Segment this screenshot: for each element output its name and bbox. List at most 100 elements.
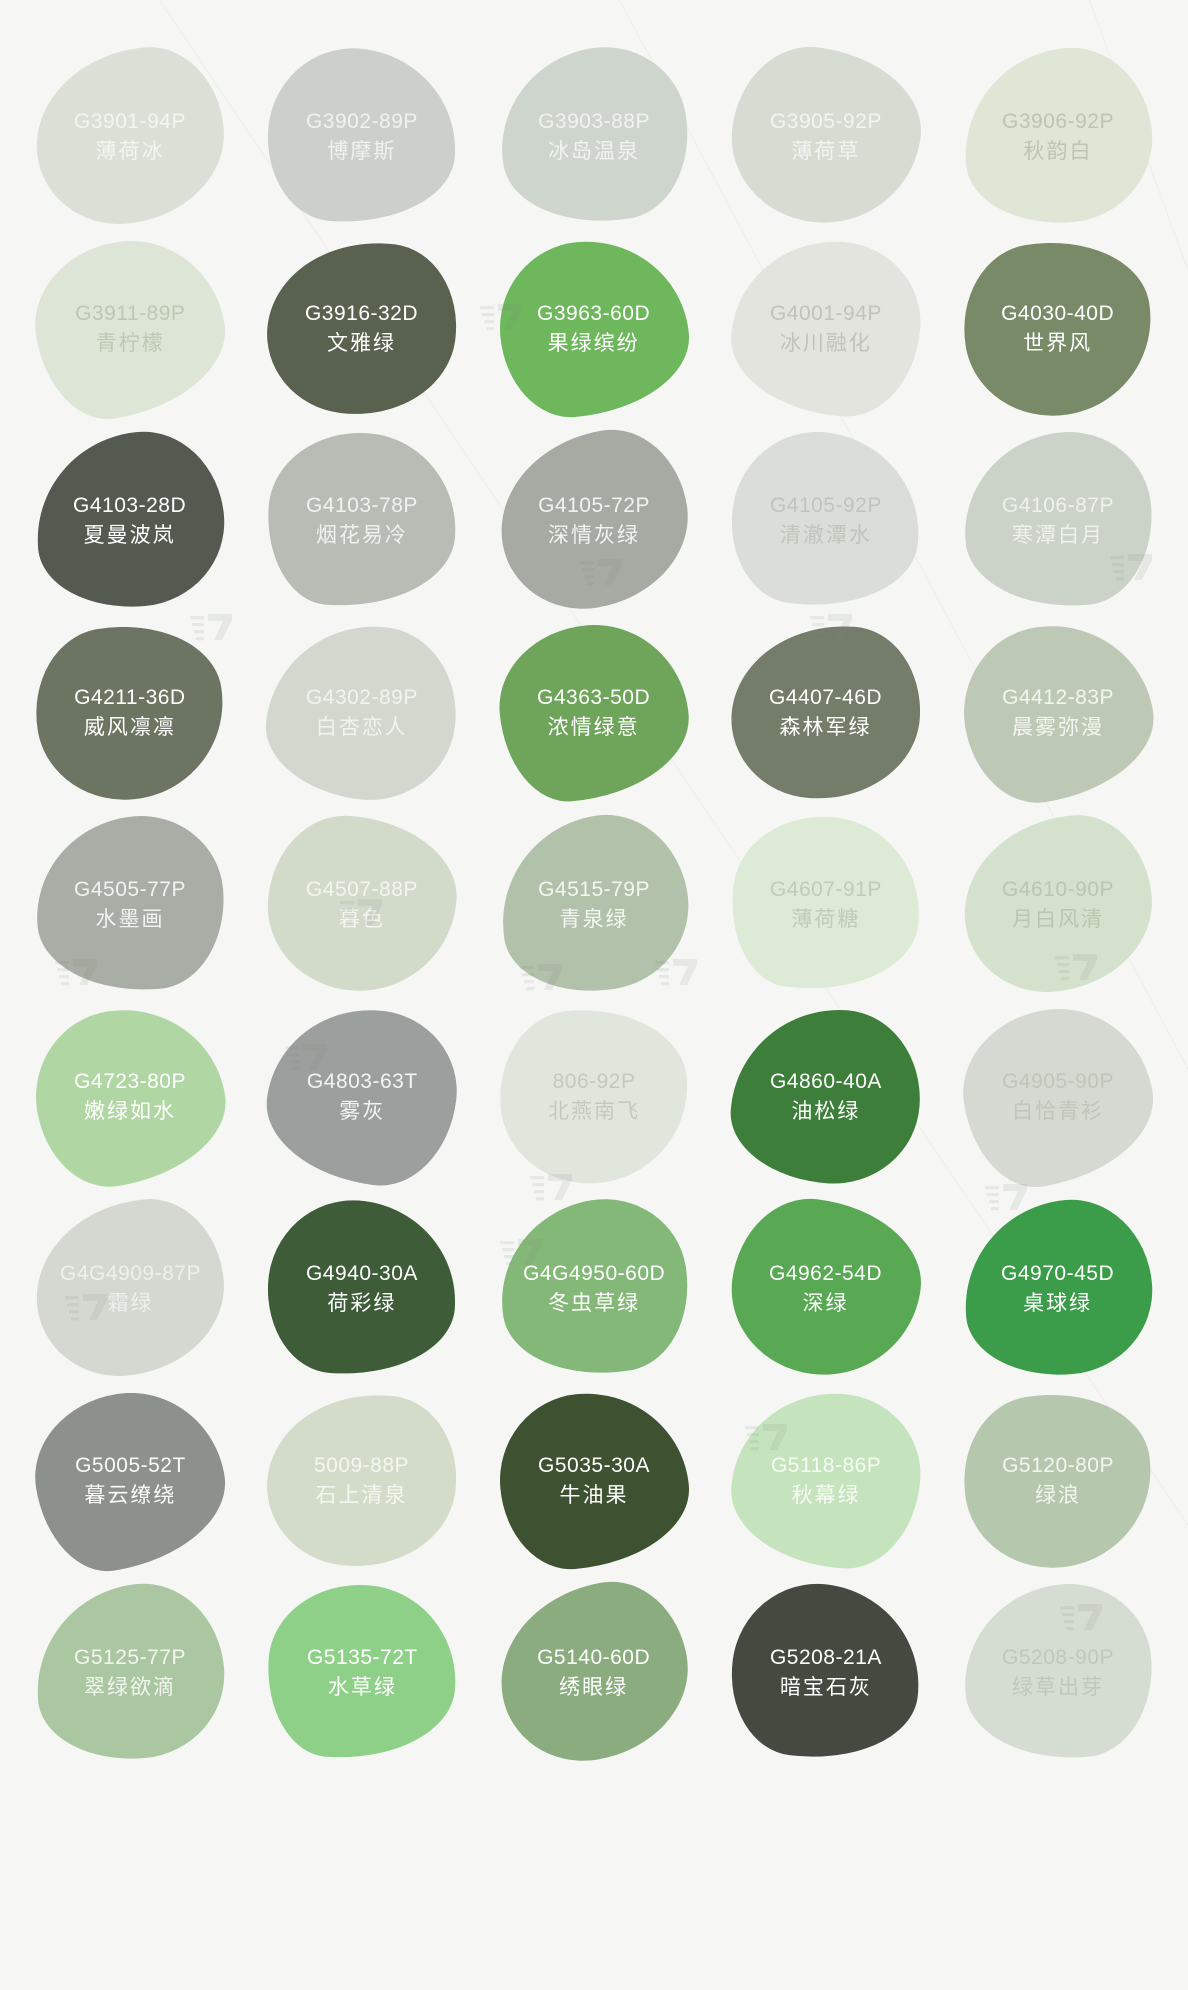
swatch-label-group: G4905-90P 白恰青衫 [1002, 1070, 1114, 1123]
color-name-label: 牛油果 [559, 1483, 629, 1507]
color-code-label: G3901-94P [74, 109, 186, 133]
color-swatch[interactable]: G4407-46D 森林军绿 [726, 618, 926, 806]
color-code-label: G3906-92P [1002, 109, 1114, 133]
color-swatch[interactable]: G4103-28D 夏曼波岚 [28, 425, 232, 615]
color-swatch[interactable]: G4803-63T 雾灰 [258, 998, 466, 1194]
swatch-label-group: 806-92P 北燕南飞 [548, 1070, 640, 1123]
color-swatch[interactable]: G3902-89P 博摩斯 [262, 42, 462, 230]
color-swatch[interactable]: G4211-36D 威风凛凛 [23, 611, 237, 813]
color-swatch[interactable]: G4515-79P 青泉绿 [487, 803, 701, 1005]
color-swatch[interactable]: G3906-92P 秋韵白 [956, 41, 1160, 231]
swatch-label-group: G5118-86P 秋幕绿 [771, 1453, 881, 1507]
color-swatch[interactable]: G5135-72T 水草绿 [262, 1578, 462, 1766]
color-swatch[interactable]: G4905-90P 白恰青衫 [951, 995, 1165, 1197]
color-swatch[interactable]: G3911-89P 青柠檬 [23, 227, 237, 429]
color-swatch[interactable]: G5140-60D 绣眼绿 [487, 1571, 701, 1773]
swatch-label-group: G5005-52T 暮云缭绕 [75, 1454, 186, 1507]
color-name-label: 森林军绿 [779, 715, 872, 739]
color-swatch[interactable]: 5009-88P 石上清泉 [258, 1382, 466, 1578]
palette-sheet: G3901-94P 薄荷冰 G3902-89P 博摩斯 G3903-88P 冰岛… [23, 35, 1165, 1773]
swatch-label-group: G4105-72P 深情灰绿 [538, 494, 650, 547]
color-code-label: G4363-50D [537, 685, 651, 709]
color-swatch[interactable]: G5125-77P 翠绿欲滴 [28, 1577, 232, 1767]
swatch-label-group: G4211-36D 威风凛凛 [74, 686, 186, 739]
color-swatch[interactable]: G3916-32D 文雅绿 [258, 230, 466, 426]
color-code-label: G5135-72T [306, 1645, 418, 1669]
color-swatch[interactable]: G3963-60D 果绿缤纷 [492, 233, 696, 423]
color-name-label: 桌球绿 [1023, 1291, 1093, 1315]
color-code-label: G3916-32D [305, 301, 419, 325]
color-code-label: G4860-40A [770, 1069, 882, 1093]
swatch-label-group: G3916-32D 文雅绿 [305, 301, 419, 354]
color-code-label: 5009-88P [314, 1453, 410, 1477]
color-name-label: 寒潭白月 [1011, 523, 1104, 547]
swatch-label-group: G4860-40A 油松绿 [770, 1069, 882, 1122]
color-swatch[interactable]: G4940-30A 荷彩绿 [262, 1194, 462, 1382]
color-code-label: G4001-94P [770, 301, 882, 325]
swatch-label-group: G3903-88P 冰岛温泉 [538, 110, 650, 163]
color-name-label: 荷彩绿 [327, 1291, 397, 1315]
color-name-label: 冰岛温泉 [547, 139, 640, 163]
color-name-label: 秋韵白 [1023, 139, 1093, 163]
color-swatch[interactable]: G4G4950-60D 冬虫草绿 [487, 1187, 701, 1389]
color-swatch[interactable]: G5005-52T 暮云缭绕 [23, 1379, 237, 1581]
color-code-label: G3905-92P [770, 109, 882, 133]
color-name-label: 月白风清 [1011, 907, 1104, 931]
swatch-label-group: G4105-92P 清澈潭水 [770, 493, 882, 546]
color-swatch[interactable]: G4412-83P 晨雾弥漫 [951, 611, 1165, 813]
swatch-label-group: G4607-91P 薄荷糖 [770, 877, 882, 930]
color-swatch[interactable]: G3901-94P 薄荷冰 [28, 41, 232, 231]
color-swatch[interactable]: G5120-80P 绿浪 [951, 1379, 1165, 1581]
color-swatch[interactable]: 806-92P 北燕南飞 [492, 1001, 696, 1191]
color-name-label: 世界风 [1023, 331, 1093, 355]
color-swatch[interactable]: G4970-45D 桌球绿 [956, 1193, 1160, 1383]
color-swatch[interactable]: G5118-86P 秋幕绿 [726, 1386, 926, 1574]
swatch-label-group: G4103-78P 烟花易冷 [306, 493, 418, 546]
color-swatch[interactable]: G3903-88P 冰岛温泉 [487, 35, 701, 237]
color-code-label: G4507-88P [306, 877, 418, 901]
color-swatch[interactable]: G4505-77P 水墨画 [28, 809, 232, 999]
color-code-label: G4030-40D [1001, 301, 1115, 325]
swatch-label-group: G5035-30A 牛油果 [538, 1454, 650, 1507]
color-swatch[interactable]: G5208-90P 绿草出芽 [956, 1577, 1160, 1767]
color-name-label: 秋幕绿 [791, 1483, 861, 1507]
color-name-label: 晨雾弥漫 [1011, 715, 1104, 739]
color-name-label: 石上清泉 [315, 1483, 408, 1507]
color-swatch[interactable]: G4363-50D 浓情绿意 [492, 617, 696, 807]
color-swatch[interactable]: G4610-90P 月白风清 [956, 809, 1160, 999]
color-name-label: 水墨画 [95, 907, 165, 931]
color-name-label: 冬虫草绿 [548, 1291, 640, 1315]
color-swatch[interactable]: G4962-54D 深绿 [722, 1190, 930, 1386]
color-name-label: 浓情绿意 [547, 715, 640, 739]
swatch-label-group: G4407-46D 森林军绿 [769, 685, 882, 739]
color-swatch[interactable]: G4105-92P 清澈潭水 [722, 422, 930, 618]
color-swatch[interactable]: G4723-80P 嫩绿如水 [23, 995, 237, 1197]
color-swatch[interactable]: G3905-92P 薄荷草 [722, 38, 930, 234]
color-swatch[interactable]: G5208-21A 暗宝石灰 [722, 1574, 930, 1770]
color-code-label: G4412-83P [1002, 685, 1114, 709]
color-swatch[interactable]: G4103-78P 烟花易冷 [262, 426, 462, 614]
color-swatch[interactable]: G4507-88P 暮色 [262, 810, 462, 998]
color-swatch[interactable]: G4302-89P 白杏恋人 [258, 614, 466, 810]
color-name-label: 薄荷冰 [95, 139, 165, 163]
swatch-label-group: G4970-45D 桌球绿 [1001, 1262, 1114, 1315]
swatch-label-group: G3905-92P 薄荷草 [770, 109, 882, 162]
color-code-label: G5140-60D [537, 1645, 651, 1669]
color-swatch[interactable]: G4105-72P 深情灰绿 [487, 419, 701, 621]
color-swatch[interactable]: G4030-40D 世界风 [951, 227, 1165, 429]
color-swatch[interactable]: G4G4909-87P 霜绿 [28, 1193, 232, 1383]
swatch-label-group: G4030-40D 世界风 [1001, 301, 1115, 355]
color-swatch[interactable]: G4001-94P 冰川融化 [726, 234, 926, 422]
color-swatch[interactable]: G5035-30A 牛油果 [492, 1385, 696, 1575]
color-code-label: G4103-78P [306, 493, 418, 517]
color-name-label: 绿草出芽 [1011, 1675, 1104, 1699]
color-swatch[interactable]: G4106-87P 寒潭白月 [956, 425, 1160, 615]
color-swatch[interactable]: G4607-91P 薄荷糖 [722, 806, 930, 1002]
swatch-label-group: G4106-87P 寒潭白月 [1002, 493, 1114, 547]
swatch-label-group: G4505-77P 水墨画 [74, 878, 186, 931]
swatch-label-group: G5140-60D 绣眼绿 [537, 1645, 651, 1699]
color-name-label: 雾灰 [338, 1099, 385, 1123]
color-swatch[interactable]: G4860-40A 油松绿 [726, 1002, 926, 1190]
color-code-label: G4106-87P [1002, 493, 1114, 517]
swatch-label-group: G5208-90P 绿草出芽 [1002, 1646, 1114, 1699]
